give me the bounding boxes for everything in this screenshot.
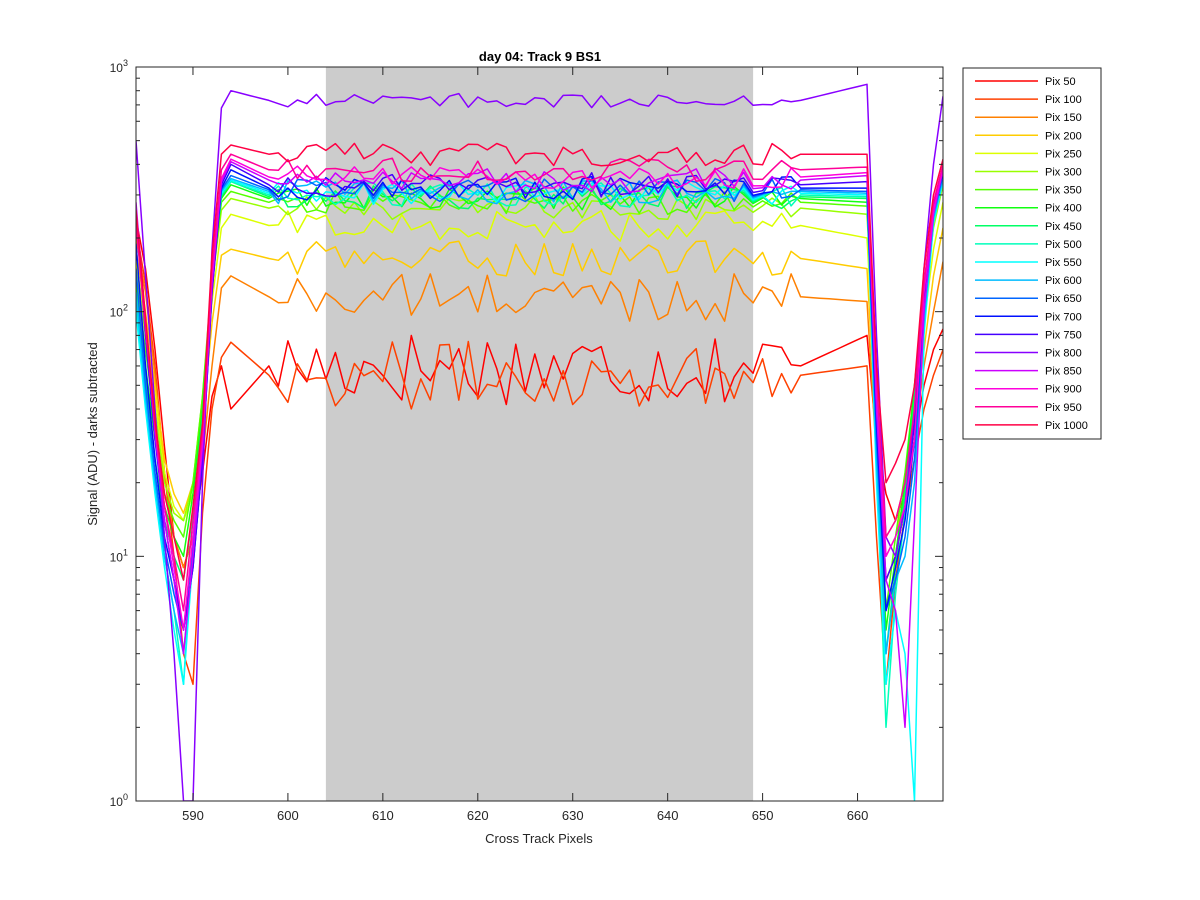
axes-box <box>135 66 944 802</box>
y-tick-label: 100 <box>110 792 128 809</box>
series-line <box>136 227 943 686</box>
x-tick-label: 660 <box>847 808 869 823</box>
legend-label: Pix 650 <box>1045 293 1082 305</box>
series-layer <box>136 83 943 801</box>
legend-label: Pix 950 <box>1045 402 1082 414</box>
legend-label: Pix 800 <box>1045 348 1082 360</box>
legend-box <box>962 67 1102 440</box>
series-line <box>136 218 943 569</box>
legend: Pix 50 Pix 100 Pix 150 Pix 200 Pix 250 Pix 30… <box>962 67 1102 440</box>
y-tick-exponent: 2 <box>123 303 128 313</box>
y-axis-label: Signal (ADU) - darks subtracted <box>85 342 100 526</box>
legend-label: Pix 50 <box>1045 76 1076 88</box>
legend-label: Pix 600 <box>1045 275 1082 287</box>
x-tick-label: 650 <box>752 808 774 823</box>
y-tick-base: 10 <box>110 550 124 564</box>
y-tick-base: 10 <box>110 795 124 809</box>
legend-label: Pix 1000 <box>1045 420 1088 432</box>
legend-label: Pix 700 <box>1045 311 1082 323</box>
legend-label: Pix 900 <box>1045 384 1082 396</box>
y-tick-exponent: 3 <box>123 58 128 68</box>
series-line <box>136 202 943 538</box>
series-line <box>136 174 943 631</box>
legend-label: Pix 100 <box>1045 94 1082 106</box>
series-line <box>136 237 943 581</box>
y-tick-base: 10 <box>110 306 124 320</box>
series-line <box>136 227 943 558</box>
legend-label: Pix 200 <box>1045 130 1082 142</box>
legend-label: Pix 300 <box>1045 167 1082 179</box>
series-line <box>136 177 943 655</box>
x-tick-label: 590 <box>182 808 204 823</box>
series-line <box>136 83 943 801</box>
series-line <box>136 158 943 631</box>
legend-label: Pix 150 <box>1045 112 1082 124</box>
series-line <box>136 142 943 581</box>
series-line <box>136 175 943 612</box>
legend-label: Pix 250 <box>1045 148 1082 160</box>
y-tick-label: 101 <box>110 547 128 564</box>
legend-label: Pix 350 <box>1045 185 1082 197</box>
legend-label: Pix 450 <box>1045 221 1082 233</box>
x-axis-label: Cross Track Pixels <box>485 831 593 846</box>
series-line <box>136 153 943 612</box>
y-tick-base: 10 <box>110 61 124 75</box>
y-tick-label: 103 <box>110 58 128 75</box>
legend-items: Pix 50 Pix 100 Pix 150 Pix 200 Pix 250 Pix 30… <box>975 76 1088 432</box>
x-tick-label: 640 <box>657 808 679 823</box>
chart-title: day 04: Track 9 BS1 <box>479 49 601 64</box>
series-line <box>136 175 943 655</box>
legend-label: Pix 500 <box>1045 239 1082 251</box>
x-tick-label: 600 <box>277 808 299 823</box>
x-tick-label: 630 <box>562 808 584 823</box>
legend-label: Pix 400 <box>1045 203 1082 215</box>
series-line <box>136 163 943 631</box>
y-tick-exponent: 1 <box>123 547 128 557</box>
y-tick-exponent: 0 <box>123 792 128 802</box>
legend-label: Pix 550 <box>1045 257 1082 269</box>
legend-label: Pix 850 <box>1045 366 1082 378</box>
legend-label: Pix 750 <box>1045 329 1082 341</box>
x-tick-label: 610 <box>372 808 394 823</box>
x-tick-label: 620 <box>467 808 489 823</box>
y-tick-label: 102 <box>110 303 128 320</box>
